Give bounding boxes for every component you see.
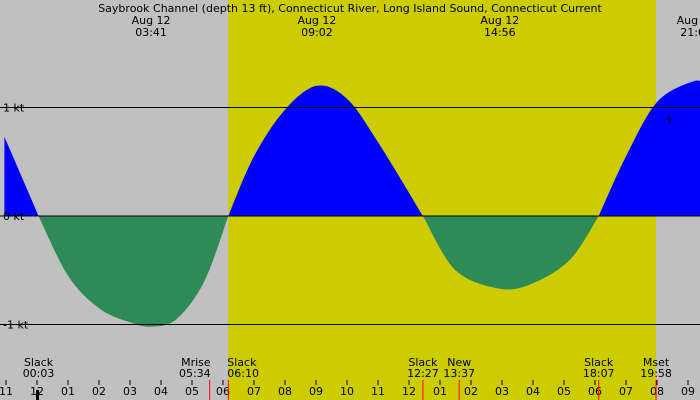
hour-tick-label: 03 (495, 385, 509, 398)
event-name-label: Slack (227, 356, 257, 369)
peak-date-label: Aug 12 (132, 14, 171, 27)
hour-tick-label: 06 (216, 385, 230, 398)
y-tick-label: -1 kt (3, 319, 29, 332)
hour-tick-label: 01 (61, 385, 75, 398)
chart-title: Saybrook Channel (depth 13 ft), Connecti… (98, 2, 602, 15)
hour-tick-label: 11 (0, 385, 13, 398)
peak-date-label: Aug 1 (677, 14, 700, 27)
time-axis: 1112010203040506070809101112010203040506… (0, 380, 695, 400)
reference-lines: 1 kt 0 kt -1 kt + (0, 102, 700, 332)
hour-tick-label: 11 (371, 385, 385, 398)
hour-tick-label: 06 (588, 385, 602, 398)
hour-tick-label: 09 (309, 385, 323, 398)
peak-date-label: Aug 12 (480, 14, 519, 27)
flood-current-area (4, 136, 39, 216)
hour-tick-label: 08 (650, 385, 664, 398)
event-time-label: 05:34 (179, 367, 211, 380)
hour-tick-label: 08 (278, 385, 292, 398)
event-name-label: Mrise (181, 356, 211, 369)
event-time-label: 06:10 (227, 367, 259, 380)
hour-tick-label: 04 (154, 385, 168, 398)
event-labels: Slack00:03Mrise05:34Slack06:10Slack12:27… (23, 356, 672, 380)
hour-tick-label: 10 (340, 385, 354, 398)
event-time-label: 12:27 (407, 367, 439, 380)
current-areas (4, 80, 700, 327)
ebb-current-area (422, 216, 599, 290)
peak-time-label: 03:41 (135, 26, 167, 39)
current-time-marker: + (665, 112, 674, 125)
event-name-label: Mset (643, 356, 670, 369)
hour-tick-label: 07 (247, 385, 261, 398)
y-tick-label: 1 kt (3, 102, 25, 115)
hour-tick-label: 12 (402, 385, 416, 398)
peak-time-label: 09:02 (301, 26, 333, 39)
event-name-label: Slack (408, 356, 438, 369)
event-name-label: Slack (24, 356, 54, 369)
hour-tick-label: 05 (557, 385, 571, 398)
hour-tick-label: 09 (681, 385, 695, 398)
event-time-label: 00:03 (23, 367, 55, 380)
flood-current-area (598, 80, 700, 216)
hour-tick-label: 05 (185, 385, 199, 398)
event-name-label: Slack (584, 356, 614, 369)
ebb-current-area (38, 216, 229, 327)
hour-tick-label: 02 (464, 385, 478, 398)
y-tick-label: 0 kt (3, 210, 25, 223)
peak-time-label: 14:56 (484, 26, 516, 39)
event-time-label: 18:07 (583, 367, 615, 380)
hour-tick-label: 04 (526, 385, 540, 398)
hour-tick-label: 07 (619, 385, 633, 398)
hour-tick-label: 02 (92, 385, 106, 398)
event-name-label: New (447, 356, 471, 369)
peak-date-label: Aug 12 (297, 14, 336, 27)
event-time-label: 13:37 (443, 367, 475, 380)
event-time-label: 19:58 (640, 367, 672, 380)
midnight-marker (36, 390, 39, 400)
flood-current-area (228, 85, 423, 216)
hour-tick-label: 03 (123, 385, 137, 398)
peak-time-label: 21:0 (680, 26, 700, 39)
hour-tick-label: 01 (433, 385, 447, 398)
